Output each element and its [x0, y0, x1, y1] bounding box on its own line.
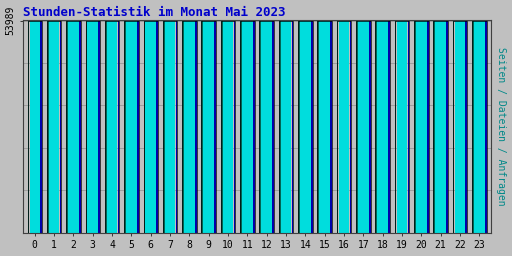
Bar [281, 20, 291, 233]
Bar [465, 21, 467, 233]
Bar [105, 21, 106, 233]
Bar [47, 21, 61, 233]
Bar [427, 21, 429, 233]
Bar [395, 21, 396, 233]
Bar [300, 20, 311, 233]
Bar [434, 21, 448, 233]
Bar [260, 20, 261, 233]
Bar [195, 21, 197, 233]
Bar [291, 20, 293, 233]
Bar [358, 21, 369, 233]
Bar [66, 21, 68, 233]
Bar [28, 21, 42, 233]
Bar [311, 20, 313, 233]
Bar [202, 20, 203, 233]
Bar [395, 21, 409, 233]
Bar [59, 21, 61, 233]
Bar [98, 21, 100, 233]
Bar [485, 21, 486, 233]
Bar [317, 20, 319, 233]
Bar [279, 20, 281, 233]
Bar [279, 20, 293, 233]
Bar [221, 20, 236, 233]
Bar [298, 20, 313, 233]
Bar [337, 20, 351, 233]
Bar [260, 20, 274, 233]
Bar [68, 21, 79, 233]
Bar [397, 21, 407, 233]
Bar [30, 21, 40, 233]
Bar [86, 21, 87, 233]
Bar [453, 21, 467, 233]
Bar [472, 21, 474, 233]
Bar [203, 20, 214, 233]
Bar [163, 20, 177, 233]
Bar [184, 21, 195, 233]
Bar [221, 20, 223, 233]
Bar [272, 20, 274, 233]
Bar [79, 21, 81, 233]
Bar [446, 21, 448, 233]
Bar [339, 20, 349, 233]
Bar [337, 20, 338, 233]
Bar [377, 21, 388, 233]
Bar [28, 21, 29, 233]
Text: Stunden-Statistik im Monat Mai 2023: Stunden-Statistik im Monat Mai 2023 [23, 6, 286, 18]
Bar [369, 20, 371, 233]
Bar [472, 21, 486, 233]
Bar [214, 20, 216, 233]
Bar [124, 21, 126, 233]
Bar [202, 20, 216, 233]
Bar [253, 20, 254, 233]
Bar [375, 21, 377, 233]
Bar [163, 20, 164, 233]
Bar [330, 20, 332, 233]
Bar [182, 21, 184, 233]
Bar [118, 21, 119, 233]
Bar [414, 21, 429, 233]
Bar [317, 20, 332, 233]
Bar [435, 21, 446, 233]
Bar [124, 21, 139, 233]
Bar [356, 20, 358, 233]
Bar [262, 20, 272, 233]
Bar [298, 20, 300, 233]
Bar [388, 21, 390, 233]
Bar [176, 20, 177, 233]
Bar [408, 21, 409, 233]
Bar [40, 21, 42, 233]
Bar [455, 21, 465, 233]
Bar [137, 21, 139, 233]
Bar [143, 21, 145, 233]
Y-axis label: Seiten / Dateien / Anfragen: Seiten / Dateien / Anfragen [497, 47, 506, 206]
Bar [319, 20, 330, 233]
Bar [240, 20, 242, 233]
Bar [240, 20, 254, 233]
Bar [356, 20, 371, 233]
Bar [414, 21, 416, 233]
Bar [182, 21, 197, 233]
Bar [47, 21, 49, 233]
Bar [145, 21, 156, 233]
Bar [143, 21, 158, 233]
Bar [242, 20, 252, 233]
Bar [126, 21, 137, 233]
Bar [434, 21, 435, 233]
Bar [474, 21, 484, 233]
Bar [375, 21, 390, 233]
Bar [233, 20, 236, 233]
Bar [453, 21, 455, 233]
Bar [107, 21, 117, 233]
Bar [350, 20, 351, 233]
Bar [49, 21, 59, 233]
Bar [165, 20, 175, 233]
Bar [223, 20, 233, 233]
Bar [66, 21, 81, 233]
Bar [105, 21, 119, 233]
Bar [86, 21, 100, 233]
Bar [416, 21, 426, 233]
Bar [88, 21, 98, 233]
Bar [156, 21, 158, 233]
